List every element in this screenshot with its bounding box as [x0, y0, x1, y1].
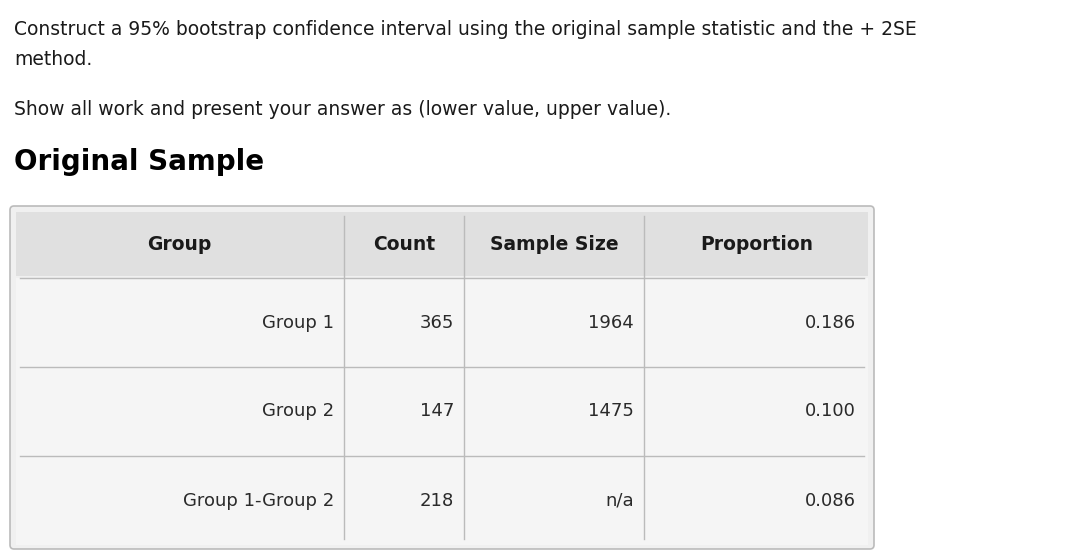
FancyBboxPatch shape: [10, 206, 874, 549]
Text: Count: Count: [373, 234, 435, 253]
Text: 0.186: 0.186: [805, 314, 856, 331]
Text: 365: 365: [419, 314, 454, 331]
Text: Proportion: Proportion: [700, 234, 814, 253]
Bar: [16, 367, 868, 456]
Text: Group 2: Group 2: [262, 402, 334, 421]
Text: method.: method.: [14, 50, 92, 69]
Text: 0.086: 0.086: [805, 492, 856, 509]
Bar: [16, 278, 868, 367]
Text: Group 1-Group 2: Group 1-Group 2: [182, 492, 334, 509]
Text: Sample Size: Sample Size: [489, 234, 618, 253]
Text: Group: Group: [146, 234, 211, 253]
Bar: [16, 212, 868, 276]
Text: Original Sample: Original Sample: [14, 148, 264, 176]
Text: 0.100: 0.100: [805, 402, 856, 421]
Text: 1964: 1964: [589, 314, 634, 331]
Text: n/a: n/a: [605, 492, 634, 509]
Text: 218: 218: [419, 492, 454, 509]
Text: Construct a 95% bootstrap confidence interval using the original sample statisti: Construct a 95% bootstrap confidence int…: [14, 20, 917, 39]
Bar: [16, 456, 868, 545]
Text: 147: 147: [419, 402, 454, 421]
Text: Group 1: Group 1: [262, 314, 334, 331]
Text: 1475: 1475: [589, 402, 634, 421]
Text: Show all work and present your answer as (lower value, upper value).: Show all work and present your answer as…: [14, 100, 672, 119]
